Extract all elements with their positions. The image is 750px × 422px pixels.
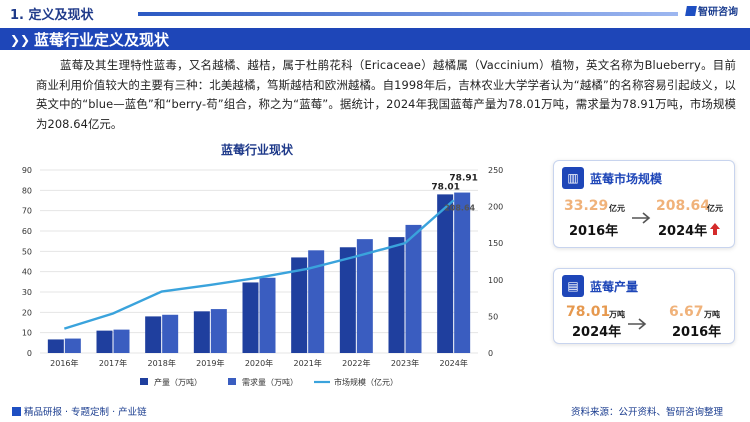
bar-production <box>96 330 113 353</box>
bar-production <box>242 282 259 353</box>
x-tick-label: 2019年 <box>196 358 224 368</box>
y-right-tick-label: 50 <box>488 312 498 321</box>
data-label-production: 78.01 <box>431 182 459 192</box>
brand-logo: 智研咨询 <box>685 3 738 18</box>
y-right-tick-label: 150 <box>488 239 503 248</box>
card-header: ▥ 蓝莓市场规模 <box>562 167 686 191</box>
bar-demand <box>64 338 81 353</box>
legend-swatch <box>140 378 148 385</box>
y-right-tick-label: 250 <box>488 166 503 175</box>
right-arrow-icon <box>632 212 651 224</box>
unit-label: 万吨 <box>609 310 625 319</box>
y-left-tick-label: 30 <box>22 288 32 297</box>
card-header: ▤ 蓝莓产量 <box>562 275 686 299</box>
output-card: ▤ 蓝莓产量 78.01 万吨 2024年 6.67 万吨 2016年 <box>553 268 735 344</box>
up-arrow-icon <box>710 223 720 235</box>
card-title: 蓝莓市场规模 <box>590 172 663 186</box>
market-2024-value: 208.64 <box>656 198 711 214</box>
bar-production <box>145 316 162 353</box>
x-tick-label: 2024年 <box>439 358 467 368</box>
title-banner: ❯❯ 蓝莓行业定义及现状 <box>0 28 750 50</box>
legend-label: 市场规模（亿元） <box>334 377 398 387</box>
page-title: 蓝莓行业定义及现状 <box>34 31 170 49</box>
y-right-tick-label: 200 <box>488 203 503 212</box>
output-2024-value: 78.01 <box>566 304 611 320</box>
chart-area: 蓝莓行业现状 0 10 20 30 40 50 60 70 80 90 0 50 100 150 200 250… <box>0 140 510 410</box>
section-title: 1. 定义及现状 <box>10 8 94 23</box>
year-label: 2016年 <box>569 224 619 239</box>
y-left-tick-label: 90 <box>22 166 32 175</box>
year-label: 2024年 <box>658 224 708 239</box>
y-left-tick-label: 10 <box>22 329 32 338</box>
double-chevron-icon: ❯❯ <box>10 33 31 47</box>
market-size-card: ▥ 蓝莓市场规模 33.29 亿元 2016年 208.64 亿元 2024年 <box>553 160 735 248</box>
x-tick-label: 2023年 <box>391 358 419 368</box>
chart-icon: ▥ <box>562 167 584 189</box>
market-2016-value: 33.29 <box>564 198 609 214</box>
year-label: 2016年 <box>672 325 722 340</box>
bar-demand <box>259 277 276 353</box>
x-tick-label: 2016年 <box>50 358 78 368</box>
data-label-demand: 78.91 <box>449 174 477 184</box>
year-label: 2024年 <box>572 325 622 340</box>
data-label-market: 208.64 <box>444 203 475 212</box>
source-note: 资料来源：公开资料、智研咨询整理 <box>571 407 724 418</box>
legend-label: 产量（万吨） <box>154 377 202 387</box>
unit-label: 亿元 <box>609 204 625 213</box>
x-tick-label: 2017年 <box>99 358 127 368</box>
bar-production <box>193 311 210 353</box>
y-left-tick-label: 70 <box>22 207 32 216</box>
bar-demand <box>210 309 227 353</box>
intro-paragraph: 蓝莓及其生理特性蓝毒，又名越橘、越桔，属于杜鹃花科（Ericaceae）越橘属（… <box>36 58 736 131</box>
unit-label: 万吨 <box>704 310 720 319</box>
header-divider <box>138 12 678 16</box>
x-tick-label: 2022年 <box>342 358 370 368</box>
chart-title: 蓝莓行业现状 <box>221 142 294 157</box>
y-left-tick-label: 60 <box>22 227 32 236</box>
footer-tagline: 精品研报 · 专题定制 · 产业链 <box>12 404 147 418</box>
bar-demand <box>405 224 422 353</box>
y-left-tick-label: 80 <box>22 186 32 195</box>
x-tick-label: 2021年 <box>293 358 321 368</box>
card-title: 蓝莓产量 <box>590 280 639 294</box>
bar-demand <box>308 250 325 353</box>
y-left-tick-label: 50 <box>22 247 32 256</box>
y-left-tick-label: 0 <box>27 349 32 358</box>
right-arrow-icon <box>628 318 647 330</box>
legend-label: 需求量（万吨） <box>242 377 298 387</box>
line-market-size <box>63 199 455 330</box>
logo-icon <box>685 6 697 16</box>
bar-production <box>339 247 356 353</box>
output-2016-value: 6.67 <box>669 304 704 320</box>
top-bar: 1. 定义及现状 智研咨询 <box>0 0 750 24</box>
x-tick-label: 2018年 <box>147 358 175 368</box>
unit-label: 亿元 <box>707 204 723 213</box>
y-right-tick-label: 0 <box>488 349 493 358</box>
x-tick-label: 2020年 <box>245 358 273 368</box>
bar-demand <box>454 192 471 353</box>
y-left-tick-label: 20 <box>22 308 32 317</box>
bar-production <box>291 257 308 353</box>
bar-demand <box>162 314 179 353</box>
bar-production <box>388 237 405 353</box>
bar-production <box>437 194 454 353</box>
bar-production <box>47 339 64 353</box>
y-right-tick-label: 100 <box>488 276 503 285</box>
legend-swatch <box>228 378 236 385</box>
bar-demand <box>113 329 130 353</box>
bar-chart-icon: ▤ <box>562 275 584 297</box>
chart-svg: 蓝莓行业现状 0 10 20 30 40 50 60 70 80 90 0 50 100 150 200 250… <box>22 142 503 387</box>
logo-icon <box>12 407 21 416</box>
y-left-tick-label: 40 <box>22 268 32 277</box>
bar-demand <box>356 239 373 353</box>
